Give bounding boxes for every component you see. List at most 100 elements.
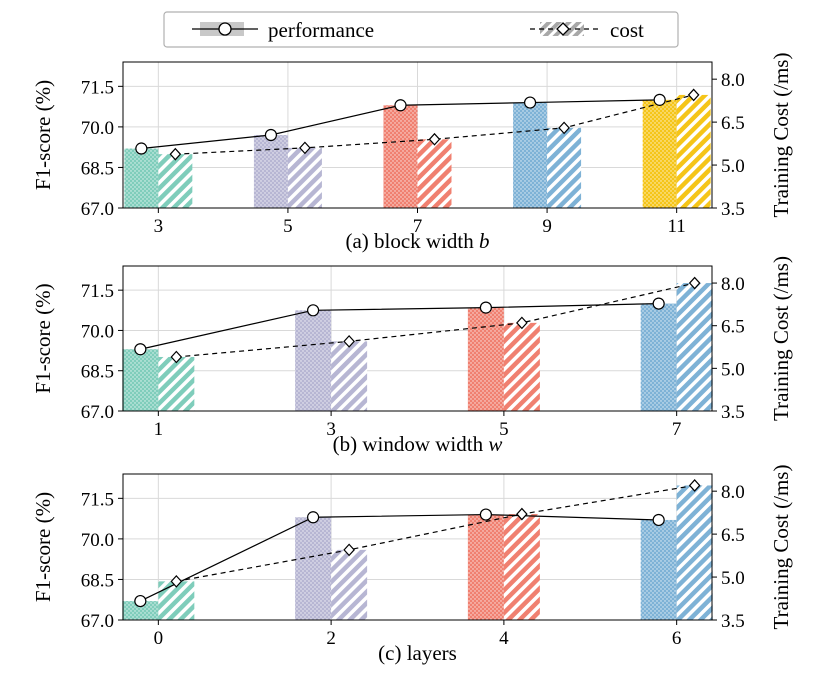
left-tick-label: 70.0 [81, 530, 114, 551]
performance-bar [124, 148, 159, 208]
x-tick-label: 1 [154, 419, 164, 440]
left-tick-label: 68.5 [81, 362, 114, 383]
x-tick-label: 5 [499, 419, 509, 440]
x-tick-label: 7 [413, 216, 423, 237]
left-tick-label: 71.5 [81, 77, 114, 98]
cost-point [169, 147, 182, 161]
chart-panels: 67.0 68.5 70.0 71.5 3.5 5.0 6.5 8.0 3 5 7 9 11 (a) bl… [31, 53, 793, 665]
x-axis-title-variable: w [488, 432, 502, 456]
left-axis-title: F1-score (%) [31, 492, 55, 602]
performance-bar [513, 102, 548, 208]
x-tick-label: 5 [283, 216, 293, 237]
performance-bar [383, 105, 418, 208]
left-tick-label: 67.0 [81, 402, 114, 423]
cost-bar [676, 485, 713, 620]
x-axis-title-text: (b) window width [333, 432, 489, 456]
performance-bar [467, 514, 504, 620]
x-axis-title: (b) window width w [333, 432, 503, 456]
cost-point [688, 276, 701, 290]
performance-bar [640, 303, 677, 411]
performance-bar [642, 99, 677, 208]
left-tick-label: 70.0 [81, 321, 114, 342]
cost-point [687, 88, 700, 102]
right-tick-label: 8.0 [721, 70, 745, 91]
cost-point [428, 132, 441, 146]
x-tick-label: 9 [542, 216, 552, 237]
performance-point [652, 297, 665, 310]
x-tick-label: 3 [326, 419, 336, 440]
performance-point [394, 99, 407, 112]
cost-line [175, 94, 694, 155]
performance-point [264, 128, 278, 142]
x-tick-label: 2 [326, 628, 336, 649]
cost-point [688, 479, 701, 492]
right-tick-label: 8.0 [721, 274, 745, 295]
x-axis-title: (c) layers [378, 641, 457, 665]
legend: performance cost [163, 11, 679, 48]
cost-point [516, 507, 528, 521]
panel-2: 67.0 68.5 70.0 71.5 3.5 5.0 6.5 8.0 1 3 5 7 (b) wind… [31, 256, 793, 456]
performance-point [653, 93, 666, 106]
performance-point [652, 513, 665, 527]
plot-frame [122, 473, 713, 621]
cost-point [516, 316, 528, 330]
performance-bar [253, 135, 288, 208]
cost-bar [158, 356, 195, 411]
x-tick-label: 0 [154, 628, 164, 649]
legend-performance-swatch [192, 22, 258, 36]
cost-point [170, 350, 183, 364]
panel-1: 67.0 68.5 70.0 71.5 3.5 5.0 6.5 8.0 3 5 7 9 11 (a) bl… [31, 53, 793, 253]
performance-bar [122, 601, 159, 620]
x-axis-title-variable: b [479, 229, 490, 253]
x-axis-title-text: (a) block width [345, 229, 479, 253]
performance-line [140, 302, 659, 350]
performance-bar [295, 517, 332, 620]
cost-line [176, 282, 695, 358]
x-axis-title-text: (c) layers [378, 641, 457, 665]
left-tick-label: 70.0 [81, 118, 114, 139]
cost-bar [503, 514, 540, 620]
cost-bar [331, 341, 368, 411]
left-axis-title: F1-score (%) [31, 283, 55, 393]
performance-line [140, 513, 659, 602]
right-tick-label: 6.5 [721, 525, 745, 546]
x-tick-label: 11 [668, 216, 686, 237]
performance-bar [295, 310, 332, 411]
legend-performance-marker [218, 22, 232, 36]
performance-bar [467, 307, 504, 411]
right-tick-label: 3.5 [721, 611, 745, 632]
performance-point [479, 301, 492, 314]
performance-point [307, 304, 320, 317]
plot-frame [122, 265, 713, 412]
cost-bar [331, 549, 368, 620]
cost-line [176, 484, 695, 582]
cost-bar [158, 154, 193, 208]
left-tick-label: 67.0 [81, 611, 114, 632]
x-tick-label: 7 [672, 419, 682, 440]
performance-point [134, 343, 147, 356]
right-axis-title: Training Cost (/ms) [769, 256, 793, 421]
cost-bar [676, 283, 713, 411]
left-tick-label: 68.5 [81, 158, 114, 179]
left-tick-label: 71.5 [81, 489, 114, 510]
panel-3: 67.0 68.5 70.0 71.5 3.5 5.0 6.5 8.0 0 2 4 6 (c) laye… [31, 465, 793, 665]
left-tick-label: 71.5 [81, 281, 114, 302]
left-tick-label: 68.5 [81, 570, 114, 591]
cost-point [170, 574, 183, 588]
performance-bar [640, 519, 677, 620]
right-tick-label: 5.0 [721, 156, 745, 177]
right-tick-label: 3.5 [721, 402, 745, 423]
cost-point [343, 334, 355, 348]
x-tick-label: 3 [154, 216, 164, 237]
right-tick-label: 6.5 [721, 113, 745, 134]
right-tick-label: 3.5 [721, 199, 745, 220]
cost-bar [676, 94, 711, 208]
cost-bar [158, 581, 195, 620]
performance-point [479, 508, 492, 521]
left-tick-label: 67.0 [81, 199, 114, 220]
performance-point [135, 142, 148, 155]
left-axis-title: F1-score (%) [31, 80, 55, 190]
cost-bar [503, 322, 540, 411]
right-axis-title: Training Cost (/ms) [769, 465, 793, 630]
performance-point [134, 594, 147, 608]
